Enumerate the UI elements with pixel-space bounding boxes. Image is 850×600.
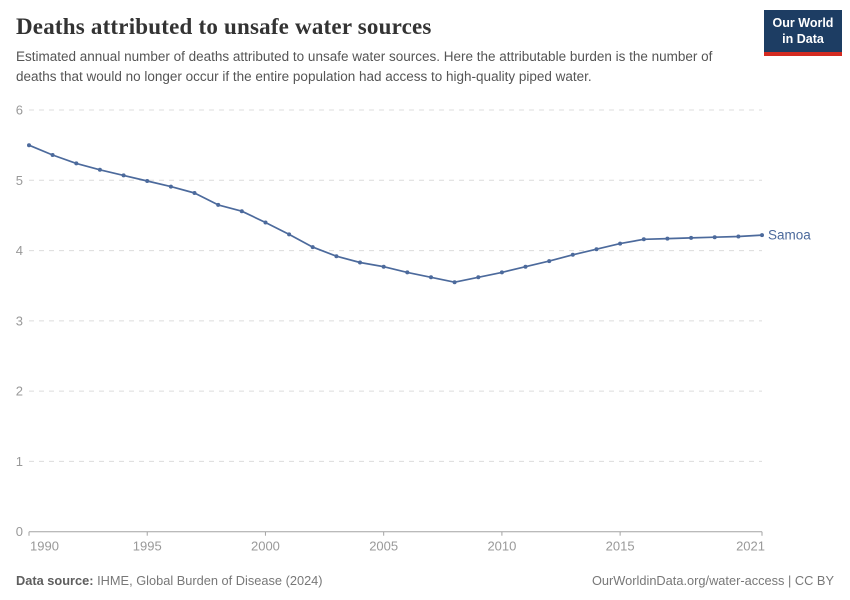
data-point <box>570 252 575 257</box>
data-point <box>310 245 315 250</box>
data-point <box>760 233 764 238</box>
line-chart-svg: 0 1 2 3 4 5 6 1990 1995 2000 2005 2010 2015 2021 Samoa <box>16 103 812 554</box>
series-end-label[interactable]: Samoa <box>768 228 811 243</box>
data-point <box>618 241 623 246</box>
data-source-value: IHME, Global Burden of Disease (2024) <box>93 573 323 588</box>
owid-logo-line1: Our World <box>772 16 834 30</box>
data-point <box>712 235 717 240</box>
x-tick-label: 1995 <box>133 539 162 554</box>
data-point <box>429 275 433 280</box>
data-point <box>689 235 694 240</box>
data-point <box>358 260 362 265</box>
y-tick-label: 1 <box>16 454 23 469</box>
x-tick-label: 2005 <box>369 539 398 554</box>
data-point <box>97 167 102 172</box>
data-point <box>334 254 339 259</box>
data-point <box>287 232 292 237</box>
y-tick-label: 2 <box>16 384 23 399</box>
chart-footer: Data source: IHME, Global Burden of Dise… <box>16 573 834 588</box>
y-tick-label: 3 <box>16 313 23 328</box>
data-point <box>405 270 410 275</box>
owid-logo[interactable]: Our World in Data <box>764 10 842 57</box>
data-point <box>499 270 504 275</box>
data-point <box>145 179 150 183</box>
data-point <box>168 184 173 189</box>
y-tick-label: 5 <box>16 173 23 188</box>
y-tick-label: 4 <box>16 243 23 258</box>
data-source-label: Data source: <box>16 573 94 588</box>
data-point <box>594 247 599 252</box>
data-source-note: Data source: IHME, Global Burden of Dise… <box>16 573 323 588</box>
data-point <box>381 264 386 269</box>
x-tick-label: 2010 <box>487 539 516 554</box>
data-point <box>452 280 457 285</box>
x-tick-label: 2000 <box>251 539 280 554</box>
y-tick-label: 6 <box>16 103 23 118</box>
data-point <box>192 191 197 195</box>
chart-subtitle: Estimated annual number of deaths attrib… <box>16 49 713 84</box>
x-tick-label: 1990 <box>30 539 59 554</box>
data-point <box>27 143 31 148</box>
license-note: OurWorldinData.org/water-access | CC BY <box>591 573 834 588</box>
data-point <box>547 259 552 264</box>
x-tick-label: 2015 <box>606 539 635 554</box>
data-point <box>665 236 670 241</box>
data-point <box>50 153 55 157</box>
data-point <box>476 275 481 280</box>
page-title: Deaths attributed to unsafe water source… <box>16 14 432 39</box>
data-point <box>121 173 126 178</box>
data-point <box>641 237 646 242</box>
owid-logo-line2: in Data <box>782 31 824 46</box>
data-point <box>736 234 741 239</box>
data-point <box>216 202 221 207</box>
data-line <box>28 144 763 284</box>
data-point <box>523 264 528 269</box>
data-point <box>239 209 244 214</box>
data-point <box>74 161 79 166</box>
y-tick-label: 0 <box>16 524 23 539</box>
x-tick-label: 2021 <box>736 539 765 554</box>
data-point <box>263 220 268 225</box>
